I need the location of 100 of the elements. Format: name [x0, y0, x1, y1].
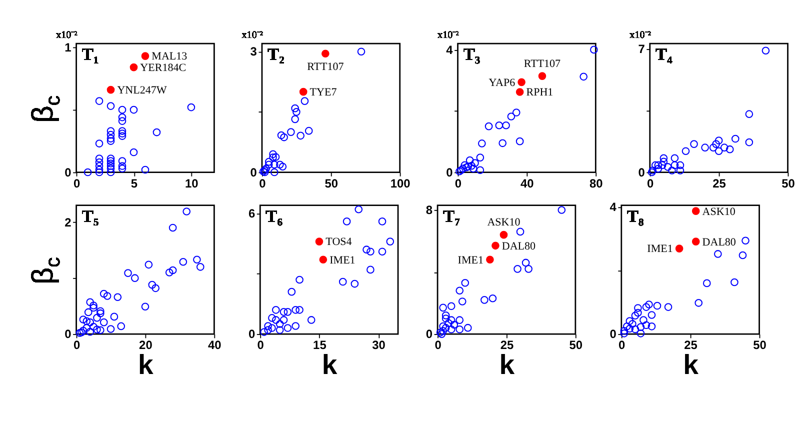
point [636, 330, 645, 338]
point [118, 106, 126, 114]
annotation: MAL13 [152, 50, 188, 63]
point [714, 147, 723, 156]
chart-title: T₈ [626, 206, 644, 226]
point [558, 206, 566, 214]
chart-title: T₁ [82, 44, 99, 64]
x-tick-label: 40 [520, 176, 534, 190]
point [118, 164, 126, 172]
point [284, 308, 292, 316]
point [350, 280, 359, 288]
point [690, 140, 698, 148]
point [480, 296, 488, 304]
x-tick-label: 0 [434, 338, 442, 352]
point [141, 52, 150, 60]
point [130, 274, 139, 282]
point [118, 162, 126, 170]
point [676, 161, 684, 170]
point [78, 328, 86, 336]
point [631, 312, 640, 320]
point [514, 265, 522, 273]
point [742, 236, 750, 245]
point [459, 164, 467, 172]
point [296, 132, 304, 140]
point [762, 46, 770, 55]
point [654, 164, 662, 173]
point [264, 326, 272, 334]
point [165, 268, 174, 276]
chart-title: T₅ [82, 206, 99, 226]
x-tick-label: 80 [589, 176, 604, 190]
point [492, 242, 500, 250]
point [264, 160, 273, 169]
point [270, 168, 278, 176]
point [668, 166, 676, 174]
point [95, 158, 104, 166]
y-tick-label: 4 [610, 200, 617, 214]
point [106, 86, 115, 94]
annotation: RTT107 [307, 61, 344, 74]
point [103, 292, 112, 300]
annotation: ASK10 [487, 216, 521, 229]
point [670, 161, 679, 170]
point [118, 157, 126, 165]
point [272, 306, 280, 314]
annotation: ASK10 [702, 206, 736, 218]
point [106, 162, 115, 170]
point [524, 265, 532, 273]
point [82, 317, 91, 326]
point [502, 121, 510, 130]
point [447, 316, 456, 324]
point [182, 208, 191, 216]
point [522, 258, 530, 267]
point [628, 320, 636, 328]
x-tick-label: 0 [259, 176, 266, 190]
point [464, 162, 472, 170]
x-tick-label: 50 [569, 338, 583, 352]
point [270, 160, 278, 169]
point [315, 238, 324, 246]
point [277, 131, 286, 140]
point [694, 299, 703, 307]
point [362, 246, 370, 254]
point [269, 150, 277, 158]
point [354, 205, 363, 214]
point [442, 314, 450, 322]
point [84, 308, 92, 316]
point [538, 72, 546, 80]
point [106, 137, 115, 145]
point [456, 167, 464, 176]
annotation: TYE7 [310, 86, 338, 99]
point [269, 153, 277, 162]
point [106, 130, 115, 139]
point [93, 314, 101, 322]
point [106, 154, 115, 162]
point [90, 304, 98, 312]
point [378, 218, 386, 226]
point [110, 312, 118, 321]
annotation: RTT107 [524, 58, 562, 70]
point [168, 224, 177, 232]
y-tick-label: 6 [248, 206, 256, 221]
point [642, 321, 650, 330]
point [580, 72, 588, 81]
point [118, 132, 126, 140]
point [96, 309, 104, 318]
point [702, 279, 711, 288]
point [117, 322, 126, 330]
point [653, 302, 662, 310]
text: x10⁻² [630, 30, 651, 42]
point [287, 128, 295, 136]
point [682, 147, 690, 156]
point [304, 126, 313, 135]
chart-title: T₂ [267, 44, 284, 64]
point [307, 316, 316, 324]
y-tick-label: 0 [248, 327, 256, 342]
point [709, 144, 718, 152]
point [300, 97, 309, 105]
point [168, 266, 177, 274]
point [442, 312, 450, 320]
point [648, 166, 657, 174]
annotation: YNL247W [117, 84, 168, 96]
point [460, 161, 469, 170]
point [100, 290, 108, 298]
